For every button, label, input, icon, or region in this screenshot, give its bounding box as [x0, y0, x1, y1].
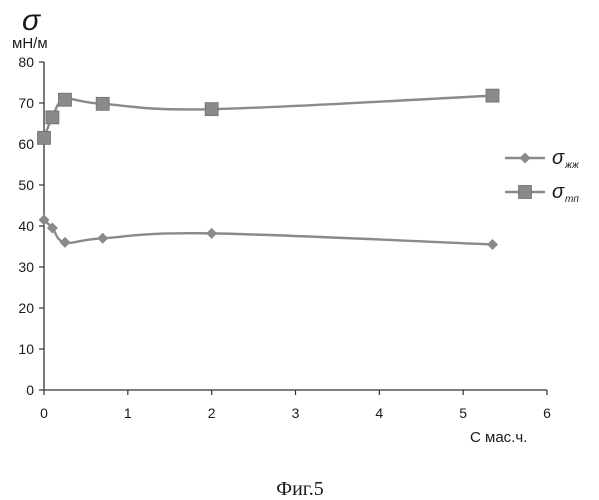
- series-layer: [38, 89, 500, 250]
- legend-label-subscript: тп: [565, 194, 579, 205]
- y-tick-label: 10: [18, 341, 34, 357]
- legend-label-symbol: σ: [552, 181, 565, 203]
- y-tick-label: 50: [18, 177, 34, 193]
- data-point-diamond: [487, 239, 498, 250]
- y-axis-unit: мН/м: [12, 35, 48, 52]
- y-tick-label: 40: [18, 218, 34, 234]
- data-point-square: [58, 93, 71, 106]
- legend: σжжσтп: [505, 147, 580, 205]
- x-tick-label: 0: [40, 405, 48, 421]
- legend-label-symbol: σ: [552, 147, 565, 169]
- y-axis-symbol: σ: [22, 4, 42, 37]
- data-point-square: [38, 131, 51, 144]
- data-point-square: [96, 97, 109, 110]
- data-point-square: [205, 103, 218, 116]
- data-point-diamond: [59, 237, 70, 248]
- series-line-diamond: [44, 220, 493, 245]
- x-tick-label: 6: [543, 405, 551, 421]
- x-axis-ticks: 0 1 2 3 4 5 6: [40, 390, 551, 421]
- x-tick-label: 5: [459, 405, 467, 421]
- data-point-diamond: [206, 228, 217, 239]
- y-tick-label: 70: [18, 95, 34, 111]
- figure-caption: Фиг.5: [276, 478, 323, 500]
- data-point-diamond: [97, 233, 108, 244]
- data-point-square: [46, 111, 59, 124]
- legend-label-subscript: жж: [564, 160, 580, 171]
- legend-marker-square: [519, 186, 532, 199]
- x-tick-label: 4: [375, 405, 383, 421]
- legend-marker-diamond: [520, 153, 531, 164]
- y-tick-label: 20: [18, 300, 34, 316]
- x-tick-label: 3: [292, 405, 300, 421]
- y-tick-label: 80: [18, 54, 34, 70]
- x-tick-label: 1: [124, 405, 132, 421]
- y-axis-ticks: 0 10 20 30 40 50 60 70 80: [18, 54, 44, 398]
- y-tick-label: 60: [18, 136, 34, 152]
- y-tick-label: 0: [26, 382, 34, 398]
- x-axis-label: С мас.ч.: [470, 429, 527, 446]
- data-point-square: [486, 89, 499, 102]
- series-line-square: [44, 96, 493, 138]
- y-tick-label: 30: [18, 259, 34, 275]
- x-tick-label: 2: [208, 405, 216, 421]
